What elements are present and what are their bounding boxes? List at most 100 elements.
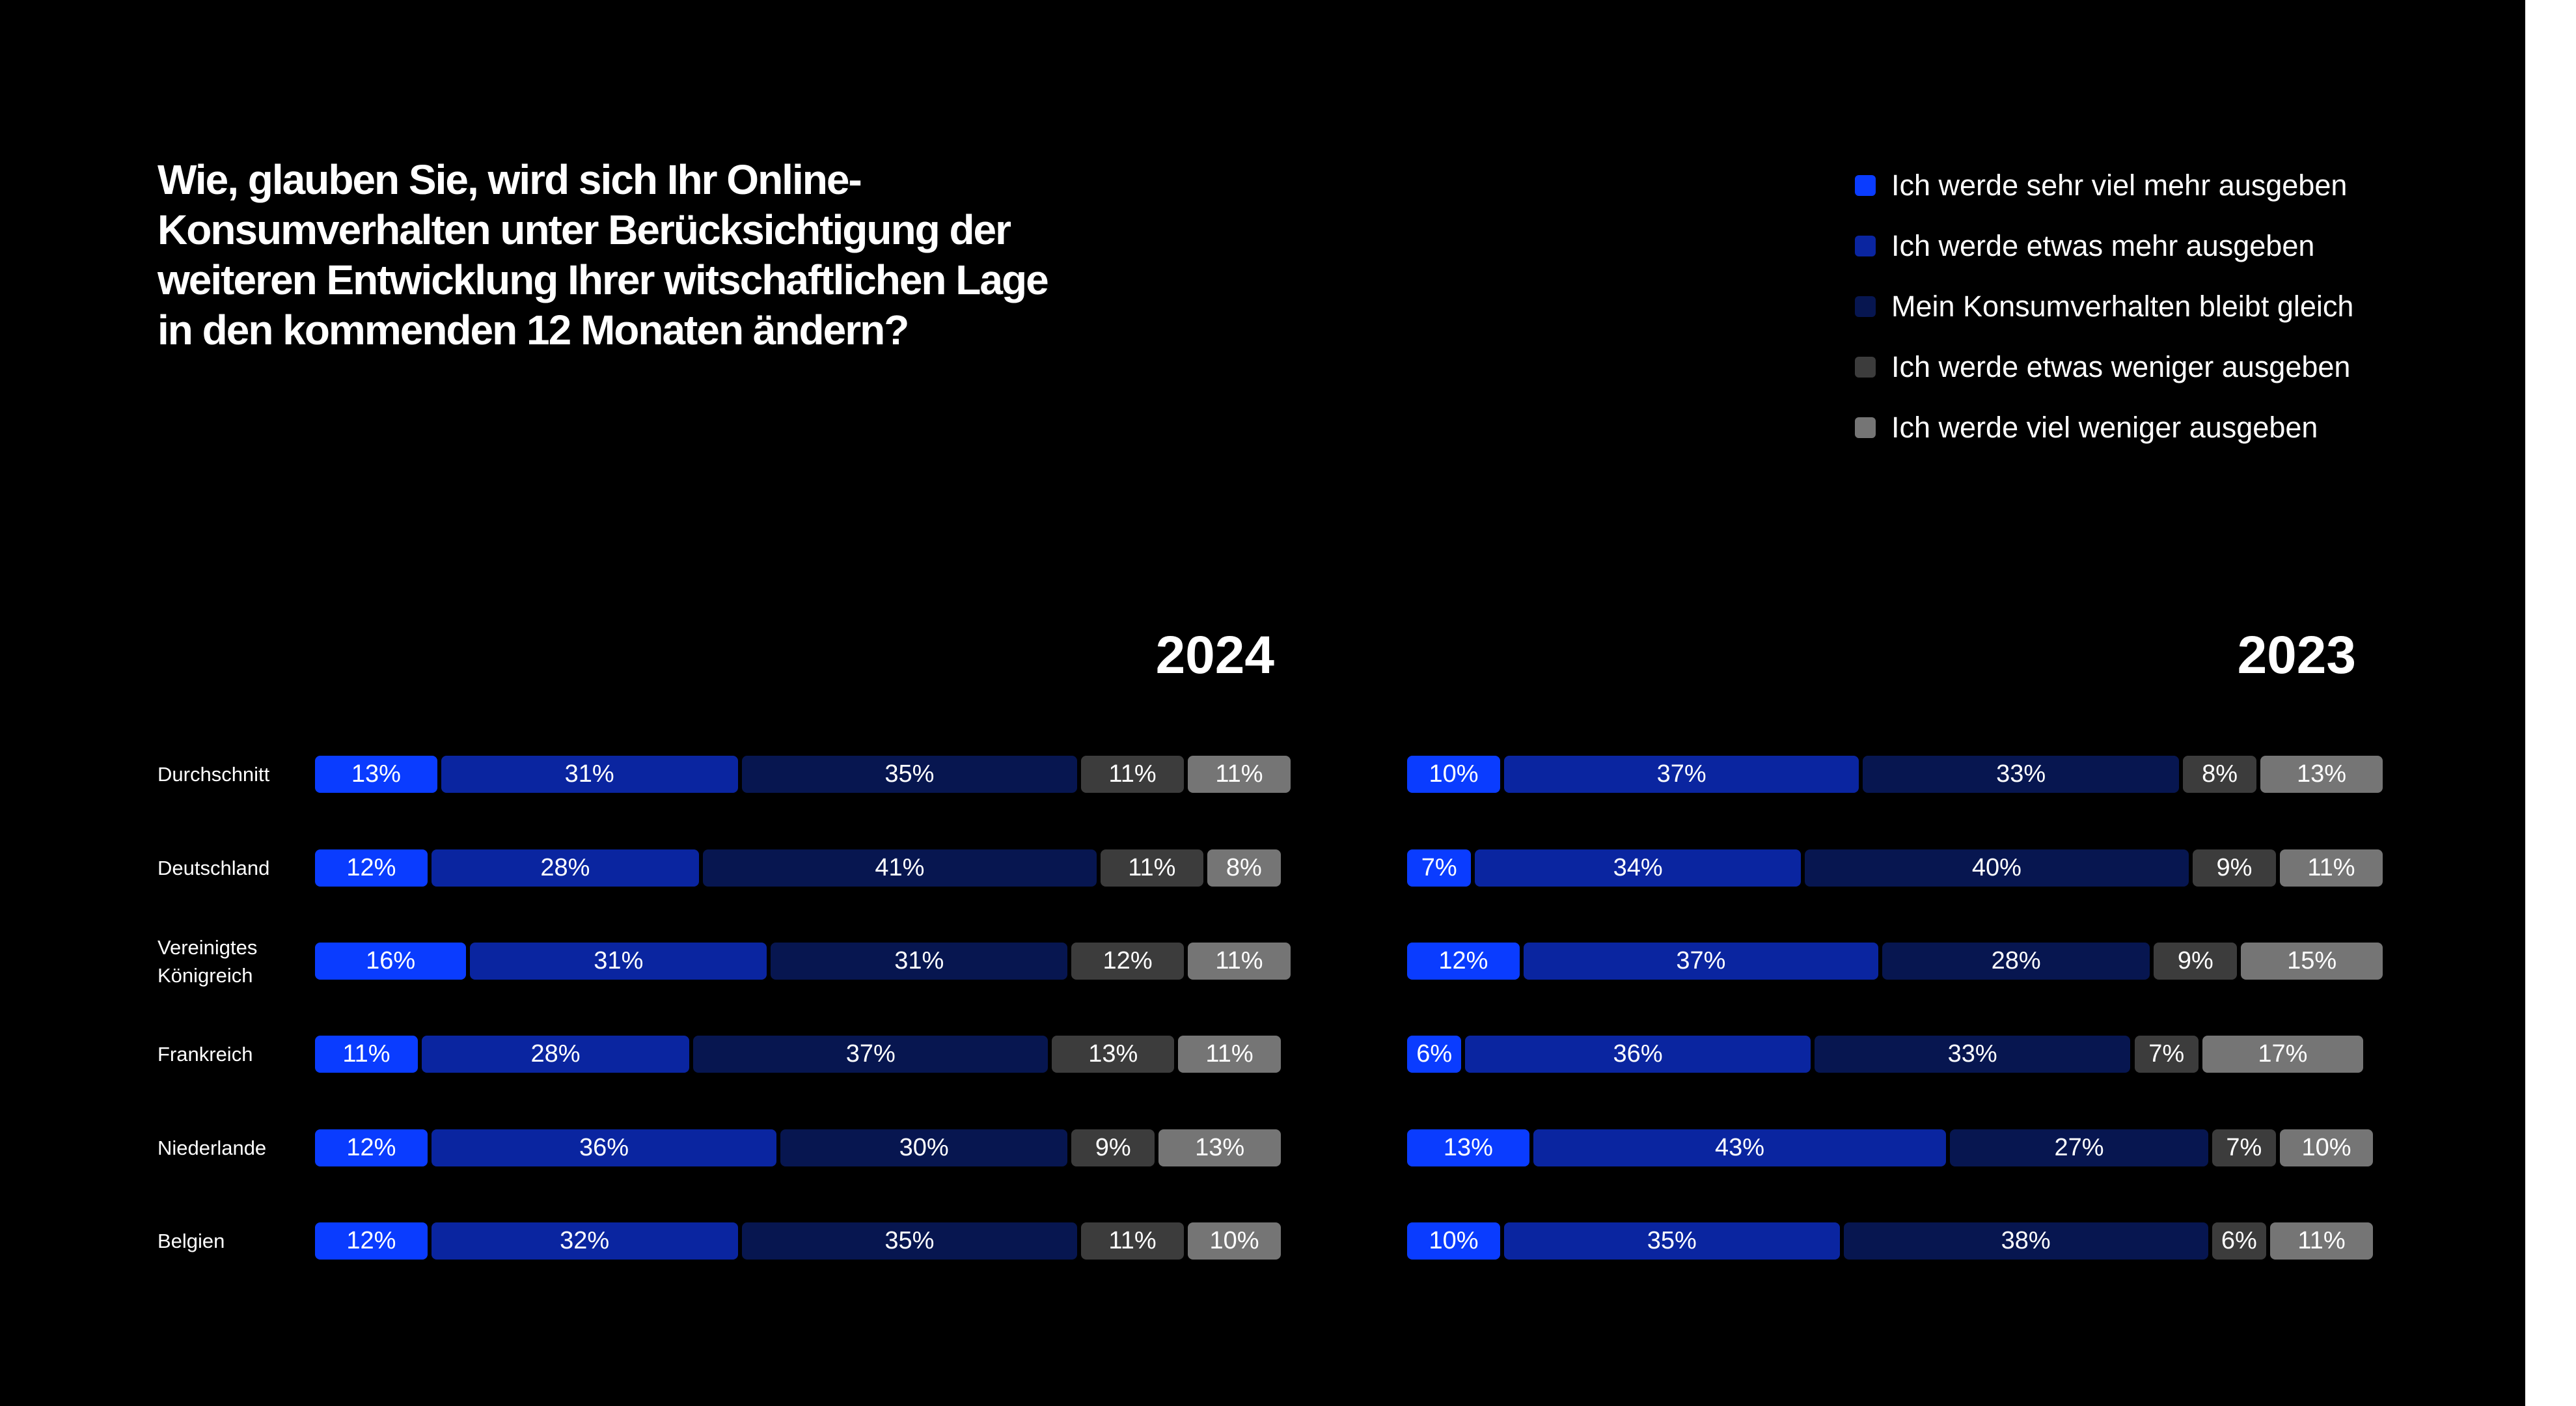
bar-value-label: 6% [1416, 1040, 1453, 1068]
bar-segment: 13% [315, 756, 437, 793]
bar-segment: 10% [1188, 1222, 1281, 1260]
bar-segment: 12% [315, 1129, 428, 1166]
bar-value-label: 6% [2221, 1227, 2257, 1254]
bar-value-label: 37% [1676, 947, 1726, 974]
bar-segment: 12% [315, 1222, 428, 1260]
legend-item: Ich werde viel weniger ausgeben [1855, 397, 2353, 458]
bar-value-label: 13% [351, 760, 401, 788]
bar-value-label: 11% [1215, 760, 1263, 788]
legend-label: Mein Konsumverhalten bleibt gleich [1891, 289, 2354, 323]
bar-value-label: 9% [2216, 854, 2253, 881]
bar-segment: 30% [780, 1129, 1068, 1166]
row-label: Frankreich [158, 1043, 253, 1066]
bar-segment: 7% [2212, 1129, 2276, 1166]
bar-value-label: 33% [1947, 1040, 1997, 1068]
bar-value-label: 10% [2301, 1134, 2351, 1161]
bar-value-label: 35% [1647, 1227, 1697, 1254]
bar-segment: 13% [1052, 1036, 1175, 1073]
bar-value-label: 28% [530, 1040, 581, 1068]
bar-segment: 11% [1100, 849, 1203, 887]
bar-segment: 31% [441, 756, 738, 793]
bar-segment: 31% [470, 943, 767, 980]
legend-swatch [1855, 235, 1876, 256]
legend-item: Ich werde sehr viel mehr ausgeben [1855, 155, 2353, 215]
bar-value-label: 7% [2148, 1040, 2185, 1068]
bar-value-label: 11% [2307, 854, 2355, 881]
bar-value-label: 27% [2054, 1134, 2104, 1161]
bar-value-label: 11% [1108, 1227, 1157, 1254]
legend-item: Ich werde etwas mehr ausgeben [1855, 215, 2353, 276]
bar-segment: 6% [2212, 1222, 2267, 1260]
bar-segment: 36% [1465, 1036, 1811, 1073]
bar-segment: 12% [1407, 943, 1520, 980]
bar-value-label: 9% [1095, 1134, 1131, 1161]
bar-segment: 9% [2192, 849, 2276, 887]
bar-segment: 11% [1081, 756, 1184, 793]
bar-value-label: 17% [2258, 1040, 2308, 1068]
row-label: Belgien [158, 1230, 225, 1252]
legend-swatch [1855, 296, 1876, 317]
legend: Ich werde sehr viel mehr ausgeben Ich wer… [1855, 155, 2353, 458]
bar-segment: 11% [1188, 943, 1291, 980]
bar-segment: 41% [703, 849, 1097, 887]
bar-value-label: 10% [1429, 760, 1479, 788]
bar-segment: 10% [1407, 756, 1500, 793]
bar-segment: 13% [1407, 1129, 1529, 1166]
legend-swatch [1855, 356, 1876, 378]
bar-segment: 36% [431, 1129, 777, 1166]
bar-segment: 16% [315, 943, 467, 980]
bar-segment: 12% [315, 849, 428, 887]
bar-segment: 37% [1523, 943, 1879, 980]
bar-value-label: 7% [1421, 854, 1457, 881]
bar-segment: 31% [771, 943, 1068, 980]
bar-segment: 35% [1504, 1222, 1840, 1260]
bar-segment: 15% [2241, 943, 2383, 980]
legend-swatch [1855, 174, 1876, 196]
bar-value-label: 7% [2226, 1134, 2262, 1161]
bar-value-label: 37% [1656, 760, 1706, 788]
bar-value-label: 12% [1438, 947, 1488, 974]
bar-segment: 17% [2202, 1036, 2364, 1073]
bar-segment: 12% [1071, 943, 1184, 980]
bar-value-label: 12% [1103, 947, 1153, 974]
bar-value-label: 12% [346, 1227, 396, 1254]
bar-value-label: 41% [875, 854, 925, 881]
bar-value-label: 35% [884, 760, 935, 788]
bar-value-label: 11% [1215, 947, 1263, 974]
bar-value-label: 13% [1195, 1134, 1245, 1161]
bar-value-label: 13% [1088, 1040, 1138, 1068]
bar-segment: 11% [1081, 1222, 1184, 1260]
bar-segment: 38% [1843, 1222, 2208, 1260]
bar-value-label: 11% [2297, 1227, 2346, 1254]
bar-value-label: 31% [594, 947, 644, 974]
bar-segment: 13% [1158, 1129, 1281, 1166]
bar-segment: 10% [1407, 1222, 1500, 1260]
legend-label: Ich werde etwas weniger ausgeben [1891, 350, 2351, 383]
bar-segment: 11% [2280, 849, 2383, 887]
bar-value-label: 43% [1715, 1134, 1765, 1161]
bar-value-label: 10% [1429, 1227, 1479, 1254]
bar-segment: 10% [2280, 1129, 2373, 1166]
legend-label: Ich werde sehr viel mehr ausgeben [1891, 168, 2348, 202]
chart-question-title: Wie, glauben Sie, wird sich Ihr Online-K… [158, 156, 1049, 353]
bar-value-label: 16% [366, 947, 416, 974]
chart-year-title: 2023 [2237, 626, 2356, 685]
bar-segment: 40% [1804, 849, 2189, 887]
bar-segment: 35% [741, 756, 1078, 793]
legend-swatch [1855, 417, 1876, 438]
bar-value-label: 30% [899, 1134, 949, 1161]
bar-value-label: 8% [2202, 760, 2238, 788]
bar-value-label: 31% [564, 760, 614, 788]
bar-segment: 37% [693, 1036, 1048, 1073]
bar-value-label: 38% [2001, 1227, 2051, 1254]
row-label: Durchschnitt [158, 763, 270, 786]
bar-segment: 8% [2183, 756, 2257, 793]
bar-segment: 33% [1814, 1036, 2131, 1073]
bar-segment: 7% [2134, 1036, 2199, 1073]
bar-value-label: 40% [1971, 854, 2021, 881]
row-label: Deutschland [158, 857, 270, 879]
bar-value-label: 36% [1613, 1040, 1663, 1068]
bar-value-label: 32% [560, 1227, 610, 1254]
bar-segment: 37% [1504, 756, 1859, 793]
bar-value-label: 33% [1996, 760, 2046, 788]
